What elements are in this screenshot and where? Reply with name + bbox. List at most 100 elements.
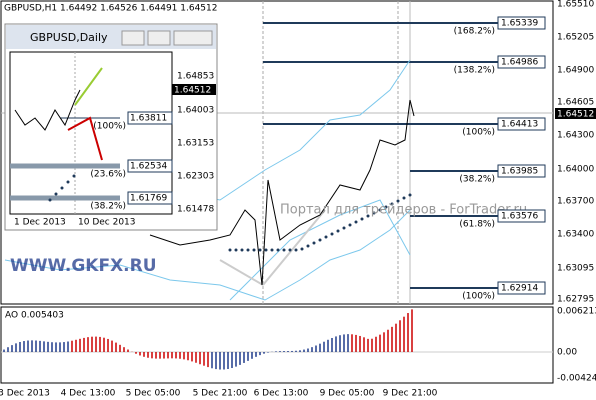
- inset-fib-price: 1.63811: [130, 114, 167, 124]
- time-label: 9 Dec 05:00: [320, 389, 375, 399]
- indicator-dot: [408, 193, 412, 197]
- ao-panel: AO 0.005403 0.006213 0.00 -0.004242: [0, 306, 596, 384]
- indicator-dot: [300, 247, 304, 251]
- indicator-dot: [384, 205, 388, 209]
- fib-price: 1.64413: [501, 120, 538, 130]
- inset-window: GBPUSD,Daily 1.64512 1.64853 1.64003 1.631…: [4, 23, 218, 231]
- price-label: 1.63700: [557, 197, 594, 207]
- price-label: 1.64900: [557, 66, 594, 76]
- current-price: 1.64512: [557, 110, 594, 120]
- fib-box: [127, 159, 173, 173]
- fib-price: 1.65339: [501, 19, 538, 29]
- fib-box: [127, 111, 173, 125]
- indicator-dot: [348, 223, 352, 227]
- fib-level: (138.2%): [454, 66, 495, 76]
- fib-box: [497, 16, 546, 30]
- fib-level: (61.8%): [459, 220, 495, 230]
- fib-box: [497, 209, 546, 223]
- indicator-dot: [48, 198, 52, 202]
- fib-level: (168.2%): [454, 27, 495, 37]
- fib-box: [497, 164, 546, 178]
- watermark: WWW.GKFX.RU: [10, 256, 157, 276]
- indicator-dot: [354, 220, 358, 224]
- price-label: 1.62795: [557, 295, 594, 305]
- inset-current-price: 1.64512: [174, 86, 211, 96]
- indicator-dot: [330, 232, 334, 236]
- time-label: 9 Dec 21:00: [383, 389, 438, 399]
- inset-time: 10 Dec 2013: [78, 218, 136, 228]
- ao-axis-label: -0.004242: [557, 374, 596, 384]
- fib-box: [497, 117, 546, 131]
- price-label: 1.64605: [557, 98, 594, 108]
- indicator-dot: [276, 248, 280, 252]
- fib-box: [497, 55, 546, 69]
- indicator-dot: [402, 196, 406, 200]
- header: GBPUSD,H1 1.64492 1.64526 1.64491 1.6451…: [4, 4, 217, 14]
- ao-axis-label: 0.006213: [557, 307, 596, 317]
- indicator-dot: [288, 248, 292, 252]
- time-label: 6 Dec 13:00: [254, 389, 309, 399]
- inset-time: 1 Dec 2013: [14, 218, 66, 228]
- indicator-dot: [336, 229, 340, 233]
- indicator-dot: [312, 241, 316, 245]
- indicator-dot: [318, 238, 322, 242]
- inset-price-label: 1.63153: [177, 139, 214, 149]
- indicator-dot: [396, 199, 400, 203]
- indicator-dot: [294, 248, 298, 252]
- indicator-dot: [372, 211, 376, 215]
- indicator-dot: [66, 180, 70, 184]
- inset-price-label: 1.64853: [177, 72, 214, 82]
- indicator-dot: [324, 235, 328, 239]
- indicator-dot: [246, 248, 250, 252]
- fib-level: (100%): [462, 292, 495, 302]
- inset-fib-price: 1.62534: [130, 162, 167, 172]
- time-label: 4 Dec 13:00: [61, 389, 116, 399]
- indicator-dot: [240, 248, 244, 252]
- indicator-dot: [252, 248, 256, 252]
- fib-box: [497, 281, 546, 295]
- inset-fib-price: 1.61769: [130, 194, 167, 204]
- ao-label: AO 0.005403: [5, 311, 64, 321]
- inset-fib-level: (100%): [93, 122, 126, 132]
- indicator-dot: [390, 202, 394, 206]
- inset-price-label: 1.64003: [177, 106, 214, 116]
- indicator-dot: [72, 174, 76, 178]
- time-label: 5 Dec 21:00: [193, 389, 248, 399]
- indicator-dot: [342, 226, 346, 230]
- price-label: 1.63095: [557, 264, 594, 274]
- fib-price: 1.62914: [501, 284, 538, 294]
- inset-title: GBPUSD,Daily: [30, 31, 108, 44]
- indicator-dot: [378, 208, 382, 212]
- inset-fib-level: (23.6%): [90, 170, 126, 180]
- inset-price-label: 1.61478: [177, 205, 214, 215]
- indicator-dot: [366, 214, 370, 218]
- portal-watermark: Портал для трейдеров - ForTrader.ru: [280, 203, 527, 218]
- price-label: 1.65510: [557, 0, 594, 10]
- fib-price: 1.63985: [501, 167, 538, 177]
- time-axis: 3 Dec 2013 4 Dec 13:00 5 Dec 05:00 5 Dec 21…: [0, 389, 438, 399]
- fib-price: 1.63576: [501, 212, 538, 222]
- inset-price-label: 1.62303: [177, 172, 214, 182]
- indicator-dot: [60, 186, 64, 190]
- price-label: 1.63400: [557, 230, 594, 240]
- price-label: 1.65205: [557, 33, 594, 43]
- indicator-dot: [228, 248, 232, 252]
- indicator-dot: [360, 217, 364, 221]
- ao-axis-label: 0.00: [557, 348, 577, 358]
- indicator-dot: [282, 248, 286, 252]
- fib-level: (100%): [462, 128, 495, 138]
- indicator-dot: [270, 248, 274, 252]
- indicator-dot: [264, 248, 268, 252]
- time-label: 5 Dec 05:00: [126, 389, 181, 399]
- price-label: 1.64000: [557, 165, 594, 175]
- indicator-dot: [54, 192, 58, 196]
- indicator-dot: [234, 248, 238, 252]
- indicator-dot: [306, 244, 310, 248]
- time-label: 3 Dec 2013: [0, 389, 50, 399]
- fib-level: (38.2%): [459, 175, 495, 185]
- indicator-dot: [258, 248, 262, 252]
- fib-price: 1.64986: [501, 58, 538, 68]
- inset-fib-level: (38.2%): [90, 202, 126, 212]
- fib-box: [127, 191, 173, 205]
